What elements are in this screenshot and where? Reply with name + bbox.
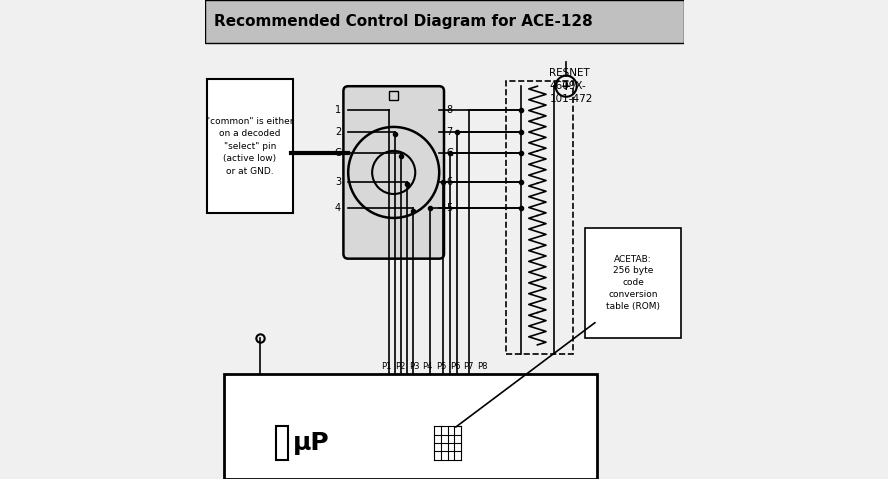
Text: 3: 3 [335,177,341,187]
Text: RESNET
4609X-
101-472: RESNET 4609X- 101-472 [550,68,593,104]
Text: P5: P5 [436,362,447,371]
Text: 5: 5 [447,204,453,213]
Text: ACETAB:
256 byte
code
conversion
table (ROM): ACETAB: 256 byte code conversion table (… [607,254,660,311]
Text: P1: P1 [381,362,392,371]
Text: P6: P6 [449,362,460,371]
Text: P2: P2 [395,362,406,371]
Text: P3: P3 [408,362,419,371]
FancyBboxPatch shape [224,374,598,479]
FancyBboxPatch shape [276,426,289,460]
Text: C: C [447,148,453,158]
Text: P7: P7 [464,362,474,371]
Text: P8: P8 [477,362,488,371]
Text: Recommended Control Diagram for ACE-128: Recommended Control Diagram for ACE-128 [214,14,593,29]
Text: µP: µP [293,431,329,455]
FancyBboxPatch shape [204,0,684,43]
Text: 6: 6 [447,177,453,187]
FancyBboxPatch shape [207,79,293,213]
Text: C: C [334,148,341,158]
Text: 8: 8 [447,105,453,115]
Text: 4: 4 [335,204,341,213]
FancyBboxPatch shape [585,228,681,338]
FancyBboxPatch shape [344,86,444,259]
Text: 2: 2 [335,127,341,137]
FancyBboxPatch shape [389,91,399,100]
Text: "common" is either
on a decoded
"select" pin
(active low)
or at GND.: "common" is either on a decoded "select"… [206,116,294,176]
Text: +: + [561,80,572,93]
Text: 7: 7 [447,127,453,137]
Text: 1: 1 [335,105,341,115]
Text: P4: P4 [423,362,432,371]
